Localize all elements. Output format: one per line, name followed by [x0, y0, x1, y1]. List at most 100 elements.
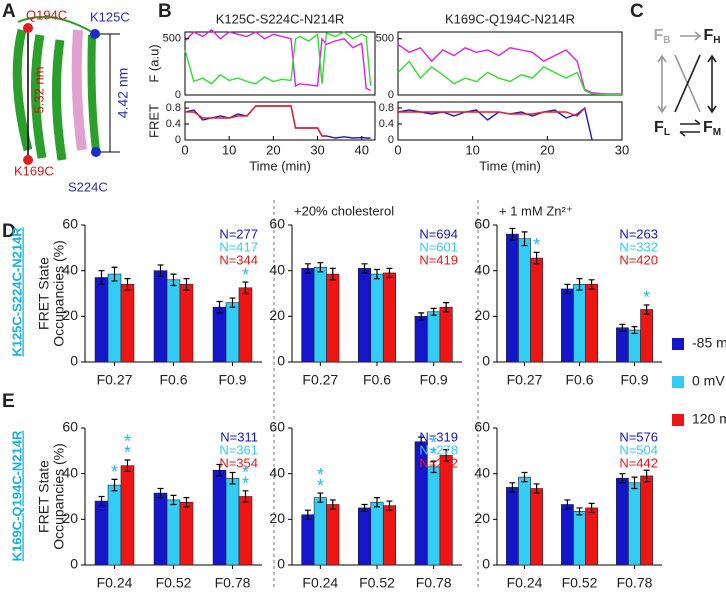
trace	[184, 28, 371, 92]
residue	[90, 29, 100, 39]
loop	[17, 15, 93, 33]
y-tick-label: 40	[474, 261, 490, 277]
error-bar	[317, 262, 324, 273]
chart-title: K125C-S224C-N214R	[216, 11, 345, 26]
bar	[301, 268, 315, 363]
y-tick-label: 40	[62, 464, 78, 480]
x-tick-label: F0.78	[215, 575, 251, 591]
y-axis-label: FRET	[146, 104, 161, 138]
y-tick-label: 0	[388, 89, 394, 101]
error-bar	[124, 459, 131, 472]
error-bar	[576, 507, 583, 516]
plot-frame	[397, 31, 623, 96]
bar	[518, 238, 531, 363]
error-bar	[443, 449, 450, 462]
arrow	[679, 119, 701, 137]
error-bar	[216, 463, 223, 477]
trace	[184, 31, 372, 87]
bar	[179, 501, 194, 566]
bar	[585, 507, 598, 566]
x-tick-label: F0.27	[97, 372, 133, 388]
error-bar	[329, 267, 336, 281]
y-tick-label: 0	[175, 89, 181, 101]
error-bar	[374, 497, 380, 508]
bar	[120, 465, 135, 566]
y-tick-label: 20	[62, 307, 78, 323]
bar	[616, 327, 629, 363]
helix	[12, 28, 33, 152]
x-tick-label: 0	[394, 142, 401, 157]
y-tick-label: 40	[269, 464, 285, 480]
significance-star: *	[124, 443, 131, 463]
bar	[561, 504, 574, 566]
y-tick-label: 0.4	[166, 118, 181, 130]
bar	[238, 287, 253, 363]
significance-star: *	[124, 432, 131, 452]
bar	[370, 273, 384, 363]
x-tick-label: F0.27	[302, 372, 338, 388]
error-bar	[111, 478, 118, 492]
trace	[397, 106, 593, 141]
y-tick-label: 0	[70, 353, 78, 369]
error-bar	[242, 281, 249, 295]
x-tick-label: F0.9	[218, 372, 246, 388]
legend-label: -85 mV	[692, 335, 726, 351]
y-tick-label: 20	[474, 510, 490, 526]
residue	[23, 23, 33, 33]
n-label: N=277	[219, 226, 258, 241]
x-tick-label: F0.52	[156, 575, 192, 591]
bar	[313, 497, 327, 566]
n-label: N=417	[219, 239, 258, 254]
bar	[94, 500, 109, 566]
y-tick-label: 0	[482, 353, 490, 369]
error-bar	[386, 500, 393, 511]
x-tick-label: 10	[222, 142, 236, 157]
x-tick-label: 0	[181, 142, 188, 157]
n-label: N=442	[619, 455, 658, 470]
bar	[640, 475, 653, 566]
row-label: K125C-S224C-N214R	[9, 227, 24, 357]
arrow	[657, 54, 667, 114]
bar	[94, 277, 109, 363]
trace	[398, 107, 586, 117]
x-tick-label: F0.6	[363, 372, 391, 388]
y-tick-label: 20	[474, 307, 490, 323]
error-bar	[386, 267, 393, 279]
error-bar	[170, 273, 177, 287]
error-bar	[430, 460, 437, 474]
x-axis-label: Time (min)	[249, 158, 311, 173]
y-tick-label: 0	[277, 556, 285, 572]
state-node: FB	[653, 27, 670, 45]
y-tick-label: 60	[474, 419, 490, 435]
significance-star: *	[430, 433, 437, 453]
panel-label: D	[2, 221, 16, 242]
distance-label: 5.32 nm	[31, 67, 46, 114]
error-bar	[304, 509, 311, 520]
y-tick-label: 0.8	[379, 102, 394, 114]
bar	[640, 309, 653, 363]
helix	[87, 34, 100, 151]
bar	[628, 329, 641, 363]
error-bar	[170, 494, 177, 506]
bar	[561, 288, 574, 363]
y-tick-label: 0	[482, 556, 490, 572]
error-bar	[631, 326, 638, 335]
significance-star: *	[242, 463, 249, 483]
error-bar	[418, 436, 425, 447]
y-tick-label: 60	[474, 216, 490, 232]
y-tick-label: 0	[277, 353, 285, 369]
legend-swatch	[672, 414, 684, 426]
bar	[530, 488, 543, 566]
bar	[357, 268, 372, 363]
plot-frame	[184, 31, 376, 96]
row-label: K169C-Q194C-N214R	[9, 430, 24, 561]
y-tick-label: 40	[269, 261, 285, 277]
significance-star: *	[111, 462, 118, 482]
bar	[357, 507, 372, 566]
scheme-arrows	[657, 31, 717, 137]
bar	[326, 504, 340, 566]
error-bar	[643, 304, 650, 315]
bar	[616, 477, 629, 566]
arrow	[674, 54, 701, 113]
x-tick-label: F0.6	[565, 372, 593, 388]
